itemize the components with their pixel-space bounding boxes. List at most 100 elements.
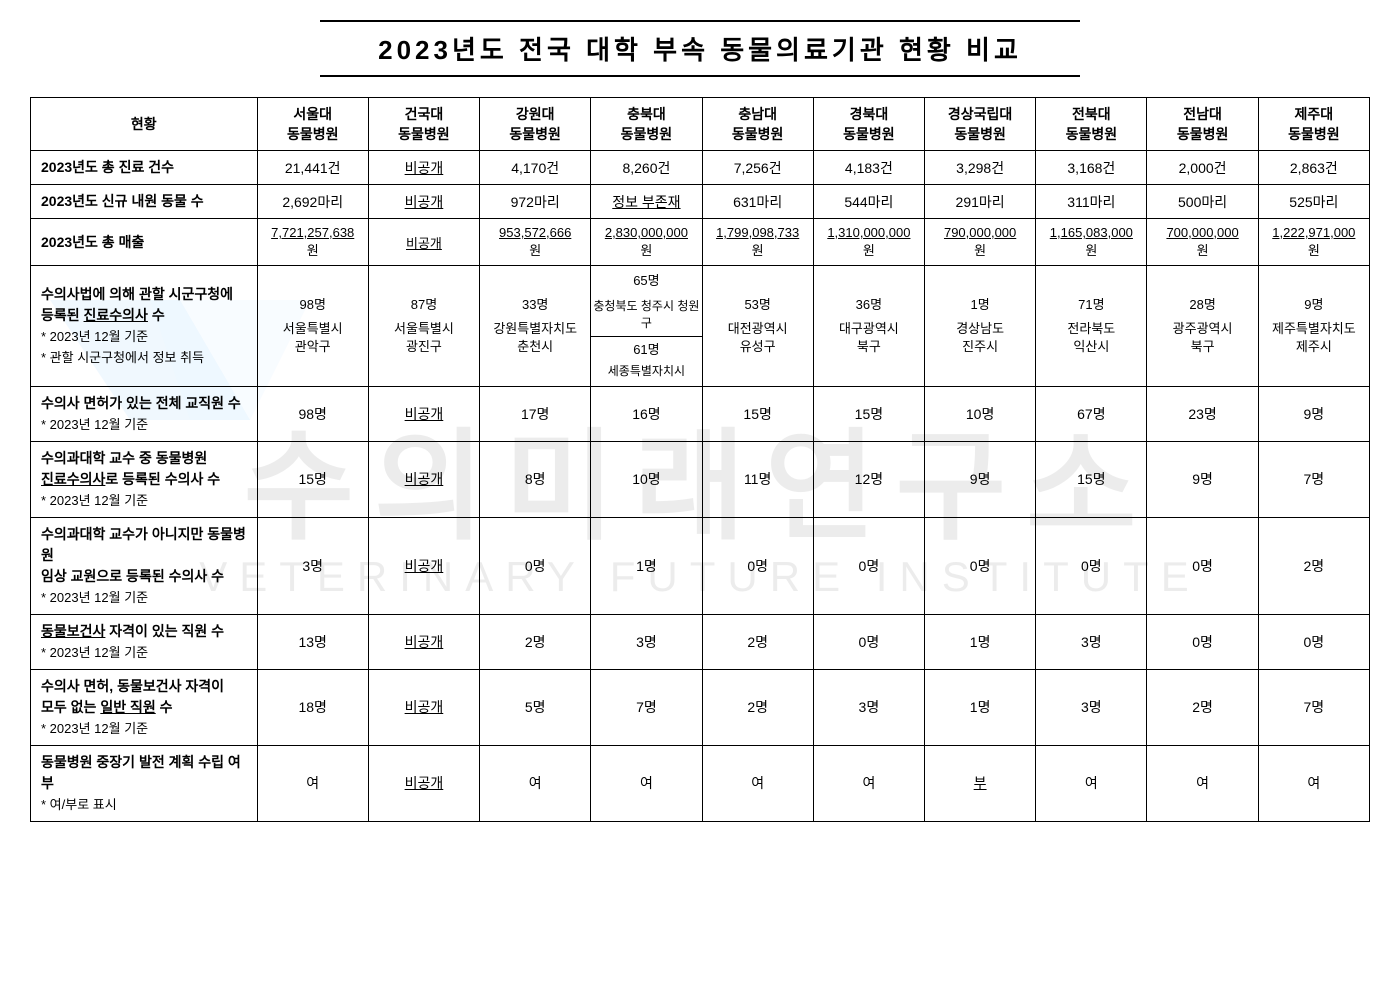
table-cell: 여: [591, 745, 702, 821]
table-cell: 18명: [257, 669, 368, 745]
table-row: 수의사 면허, 동물보건사 자격이모두 없는 일반 직원 수* 2023년 12…: [31, 669, 1370, 745]
table-row: 동물보건사 자격이 있는 직원 수* 2023년 12월 기준13명비공개2명3…: [31, 614, 1370, 669]
table-cell: 15명: [257, 441, 368, 517]
table-cell: 8명: [480, 441, 591, 517]
table-cell: 여: [257, 745, 368, 821]
table-cell: 9명: [925, 441, 1036, 517]
table-cell: 비공개: [368, 745, 479, 821]
table-cell: 500마리: [1147, 185, 1258, 219]
table-cell: 3명: [1036, 669, 1147, 745]
table-cell: 15명: [1036, 441, 1147, 517]
row-label: 동물보건사 자격이 있는 직원 수* 2023년 12월 기준: [31, 614, 258, 669]
table-cell: 1명: [925, 614, 1036, 669]
table-cell: 1,222,971,000원: [1258, 219, 1369, 266]
table-cell: 291마리: [925, 185, 1036, 219]
table-cell: 2명: [480, 614, 591, 669]
col-header: 서울대동물병원: [257, 98, 368, 151]
row-label: 2023년도 총 매출: [31, 219, 258, 266]
header-status: 현황: [31, 98, 258, 151]
row-label: 수의사 면허가 있는 전체 교직원 수* 2023년 12월 기준: [31, 386, 258, 441]
table-cell: 2명: [702, 669, 813, 745]
table-row: 동물병원 중장기 발전 계획 수립 여부* 여/부로 표시여비공개여여여여부여여…: [31, 745, 1370, 821]
table-cell: 7명: [1258, 441, 1369, 517]
table-cell: 16명: [591, 386, 702, 441]
table-cell: 5명: [480, 669, 591, 745]
table-cell: 12명: [813, 441, 924, 517]
table-cell: 21,441건: [257, 151, 368, 185]
row-label: 2023년도 신규 내원 동물 수: [31, 185, 258, 219]
table-cell: 3명: [813, 669, 924, 745]
table-cell: 1,165,083,000원: [1036, 219, 1147, 266]
table-cell: 87명서울특별시광진구: [368, 266, 479, 387]
col-header: 전북대동물병원: [1036, 98, 1147, 151]
table-cell: 1,799,098,733원: [702, 219, 813, 266]
table-cell: 여: [1036, 745, 1147, 821]
table-cell: 1명경상남도진주시: [925, 266, 1036, 387]
col-header: 경상국립대동물병원: [925, 98, 1036, 151]
table-cell: 비공개: [368, 614, 479, 669]
table-cell: 36명대구광역시북구: [813, 266, 924, 387]
table-cell: 9명: [1147, 441, 1258, 517]
table-cell: 정보 부존재: [591, 185, 702, 219]
table-cell: 0명: [1258, 614, 1369, 669]
table-cell: 98명서울특별시관악구: [257, 266, 368, 387]
row-label: 수의사 면허, 동물보건사 자격이모두 없는 일반 직원 수* 2023년 12…: [31, 669, 258, 745]
table-cell: 비공개: [368, 219, 479, 266]
table-cell: 11명: [702, 441, 813, 517]
table-cell: 비공개: [368, 441, 479, 517]
table-row: 2023년도 총 진료 건수21,441건비공개4,170건8,260건7,25…: [31, 151, 1370, 185]
col-header: 충북대동물병원: [591, 98, 702, 151]
col-header: 충남대동물병원: [702, 98, 813, 151]
table-row: 수의과대학 교수 중 동물병원진료수의사로 등록된 수의사 수* 2023년 1…: [31, 441, 1370, 517]
table-row: 수의사법에 의해 관할 시군구청에등록된 진료수의사 수* 2023년 12월 …: [31, 266, 1370, 387]
row-label: 수의사법에 의해 관할 시군구청에등록된 진료수의사 수* 2023년 12월 …: [31, 266, 258, 387]
table-cell: 비공개: [368, 185, 479, 219]
table-cell: 1명: [591, 517, 702, 614]
table-cell: 3명: [591, 614, 702, 669]
table-cell: 비공개: [368, 151, 479, 185]
table-cell: 0명: [1147, 614, 1258, 669]
table-cell: 7,256건: [702, 151, 813, 185]
table-row: 수의사 면허가 있는 전체 교직원 수* 2023년 12월 기준98명비공개1…: [31, 386, 1370, 441]
table-cell: 3,168건: [1036, 151, 1147, 185]
table-cell: 0명: [813, 614, 924, 669]
table-cell: 98명: [257, 386, 368, 441]
table-cell: 9명제주특별자치도제주시: [1258, 266, 1369, 387]
table-cell: 0명: [813, 517, 924, 614]
row-label: 수의과대학 교수 중 동물병원진료수의사로 등록된 수의사 수* 2023년 1…: [31, 441, 258, 517]
table-cell: 7명: [591, 669, 702, 745]
table-cell: 790,000,000원: [925, 219, 1036, 266]
table-cell: 2,000건: [1147, 151, 1258, 185]
table-cell: 10명: [591, 441, 702, 517]
table-cell: 71명전라북도익산시: [1036, 266, 1147, 387]
table-cell: 3명: [257, 517, 368, 614]
table-cell: 1명: [925, 669, 1036, 745]
row-label: 수의과대학 교수가 아니지만 동물병원임상 교원으로 등록된 수의사 수* 20…: [31, 517, 258, 614]
table-cell: 2명: [1258, 517, 1369, 614]
table-cell: 631마리: [702, 185, 813, 219]
col-header: 건국대동물병원: [368, 98, 479, 151]
table-cell: 525마리: [1258, 185, 1369, 219]
table-row: 2023년도 총 매출7,721,257,638원비공개953,572,666원…: [31, 219, 1370, 266]
table-cell: 여: [702, 745, 813, 821]
table-header-row: 현황 서울대동물병원 건국대동물병원 강원대동물병원 충북대동물병원 충남대동물…: [31, 98, 1370, 151]
table-cell: 여: [1147, 745, 1258, 821]
table-cell: 15명: [813, 386, 924, 441]
table-cell: 2명: [1147, 669, 1258, 745]
table-cell: 33명강원특별자치도춘천시: [480, 266, 591, 387]
table-cell: 9명: [1258, 386, 1369, 441]
page-title: 2023년도 전국 대학 부속 동물의료기관 현황 비교: [320, 20, 1080, 77]
table-cell: 311마리: [1036, 185, 1147, 219]
table-cell: 1,310,000,000원: [813, 219, 924, 266]
table-cell: 7명: [1258, 669, 1369, 745]
table-cell: 비공개: [368, 669, 479, 745]
table-cell: 700,000,000원: [1147, 219, 1258, 266]
table-cell: 10명: [925, 386, 1036, 441]
table-cell: 2,830,000,000원: [591, 219, 702, 266]
table-cell: 544마리: [813, 185, 924, 219]
table-cell: 3,298건: [925, 151, 1036, 185]
table-cell: 17명: [480, 386, 591, 441]
table-cell: 부: [925, 745, 1036, 821]
table-cell: 8,260건: [591, 151, 702, 185]
comparison-table: 현황 서울대동물병원 건국대동물병원 강원대동물병원 충북대동물병원 충남대동물…: [30, 97, 1370, 822]
